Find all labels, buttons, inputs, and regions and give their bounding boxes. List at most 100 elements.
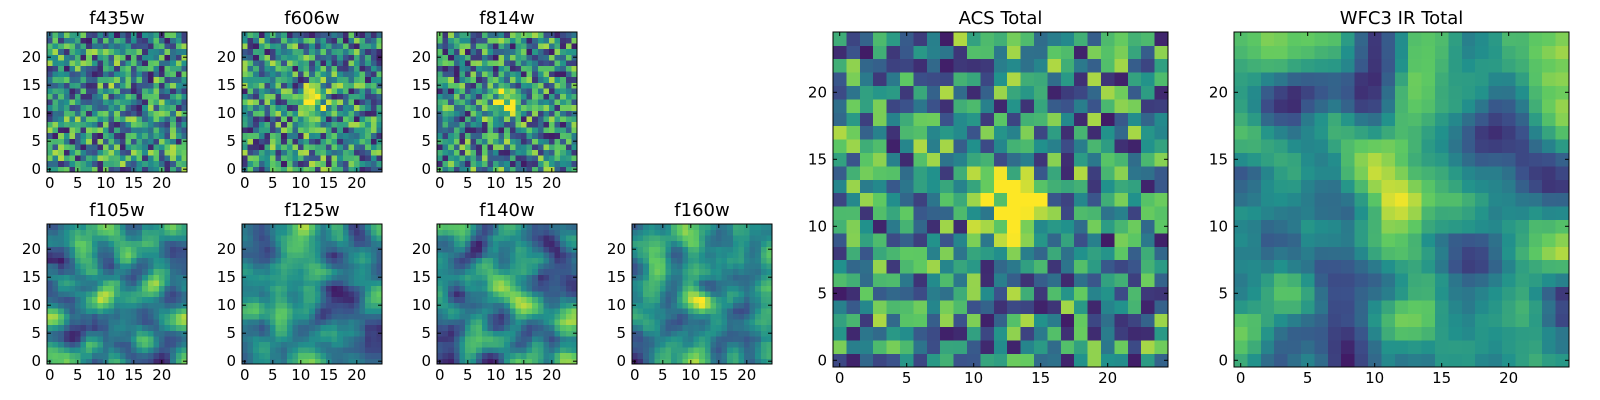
heatmap-cell	[504, 93, 511, 100]
heatmap-cell	[264, 336, 271, 342]
heatmap-cell	[69, 149, 76, 156]
heatmap-cell	[509, 224, 516, 230]
heatmap-cell	[716, 280, 722, 286]
heatmap-cell	[710, 341, 717, 348]
heatmap-cell	[493, 93, 499, 100]
heatmap-cell	[264, 48, 271, 55]
heatmap-cell	[727, 324, 734, 331]
heatmap-cell	[314, 149, 321, 156]
heatmap-cell	[281, 224, 288, 230]
heatmap-cell	[549, 93, 555, 100]
heatmap-cell	[147, 110, 154, 117]
heatmap-cell	[108, 138, 115, 145]
heatmap-cell	[481, 54, 488, 61]
heatmap-cell	[136, 76, 143, 83]
heatmap-cell	[437, 296, 443, 303]
heatmap-cell	[281, 263, 288, 270]
heatmap-cell	[270, 285, 276, 292]
heatmap-cell	[320, 263, 327, 270]
x-tick-label: 10	[96, 174, 115, 192]
heatmap-cell	[97, 324, 104, 331]
heatmap-cell	[453, 32, 460, 38]
heatmap-cell	[359, 257, 366, 264]
heatmap-cell	[682, 246, 689, 253]
heatmap-cell	[755, 330, 762, 337]
heatmap-cell	[554, 155, 561, 162]
heatmap-cell	[521, 93, 527, 100]
heatmap-cell	[159, 274, 165, 281]
heatmap-cell	[164, 37, 171, 44]
heatmap-cell	[253, 280, 260, 286]
heatmap-cell	[270, 308, 276, 314]
heatmap-cell	[565, 324, 572, 331]
heatmap-cell	[119, 296, 126, 303]
heatmap-cell	[727, 240, 734, 247]
heatmap-cell	[660, 229, 666, 236]
heatmap-cell	[442, 302, 449, 309]
heatmap-cell	[326, 336, 332, 342]
heatmap-cell	[337, 352, 344, 359]
heatmap-cell	[175, 291, 182, 298]
heatmap-cell	[537, 246, 544, 253]
heatmap-cell	[303, 324, 310, 331]
heatmap-cell	[58, 82, 65, 89]
heatmap-cell	[270, 99, 276, 106]
heatmap-cell	[247, 224, 254, 230]
heatmap-cell	[549, 82, 555, 89]
heatmap-cell	[131, 43, 137, 50]
heatmap-cell	[913, 166, 928, 180]
heatmap-cell	[320, 65, 327, 72]
heatmap-cell	[549, 48, 555, 55]
heatmap-cell	[170, 252, 177, 258]
heatmap-cell	[63, 336, 70, 342]
heatmap-cell	[242, 252, 248, 258]
heatmap-cell	[337, 127, 344, 134]
heatmap-cell	[476, 257, 483, 264]
heatmap-cell	[275, 37, 282, 44]
heatmap-cell	[1060, 179, 1075, 194]
heatmap-cell	[509, 341, 516, 348]
heatmap-cell	[632, 252, 638, 258]
heatmap-cell	[532, 138, 539, 145]
heatmap-cell	[119, 76, 126, 83]
heatmap-cell	[699, 313, 706, 320]
heatmap-cell	[125, 235, 132, 242]
heatmap-cell	[376, 352, 383, 359]
heatmap-cell	[632, 296, 638, 303]
heatmap-cell	[554, 93, 561, 100]
heatmap-cell	[170, 274, 177, 281]
heatmap-cell	[1034, 326, 1048, 341]
heatmap-cell	[453, 65, 460, 72]
heatmap-cell	[147, 48, 154, 55]
heatmap-cell	[727, 347, 734, 354]
heatmap-cell	[967, 259, 981, 274]
heatmap-cell	[1141, 313, 1155, 328]
heatmap-cell	[873, 326, 887, 341]
heatmap-cell	[314, 280, 321, 286]
heatmap-cell	[242, 149, 248, 156]
heatmap-cell	[537, 104, 544, 111]
heatmap-cell	[147, 82, 154, 89]
heatmap-cell	[181, 93, 188, 100]
heatmap-cell	[1154, 246, 1169, 261]
heatmap-cell	[114, 280, 121, 286]
heatmap-cell	[275, 347, 282, 354]
heatmap-cell	[470, 99, 477, 106]
heatmap-cell	[537, 144, 544, 150]
heatmap-cell	[80, 144, 87, 150]
heatmap-cell	[376, 43, 383, 50]
heatmap-cell	[1101, 179, 1115, 194]
heatmap-cell	[376, 60, 383, 66]
heatmap-cell	[481, 104, 488, 111]
heatmap-cell	[448, 330, 455, 337]
heatmap-cell	[1074, 326, 1088, 341]
heatmap-cells	[437, 32, 578, 173]
heatmap-cell	[671, 302, 678, 309]
heatmap-cell	[453, 358, 460, 365]
heatmap-cell	[142, 99, 149, 106]
heatmap-cell	[63, 246, 70, 253]
heatmap-cell	[532, 88, 539, 94]
heatmap-cell	[537, 121, 544, 128]
heatmap-cell	[337, 224, 344, 230]
heatmap-cell	[170, 296, 177, 303]
